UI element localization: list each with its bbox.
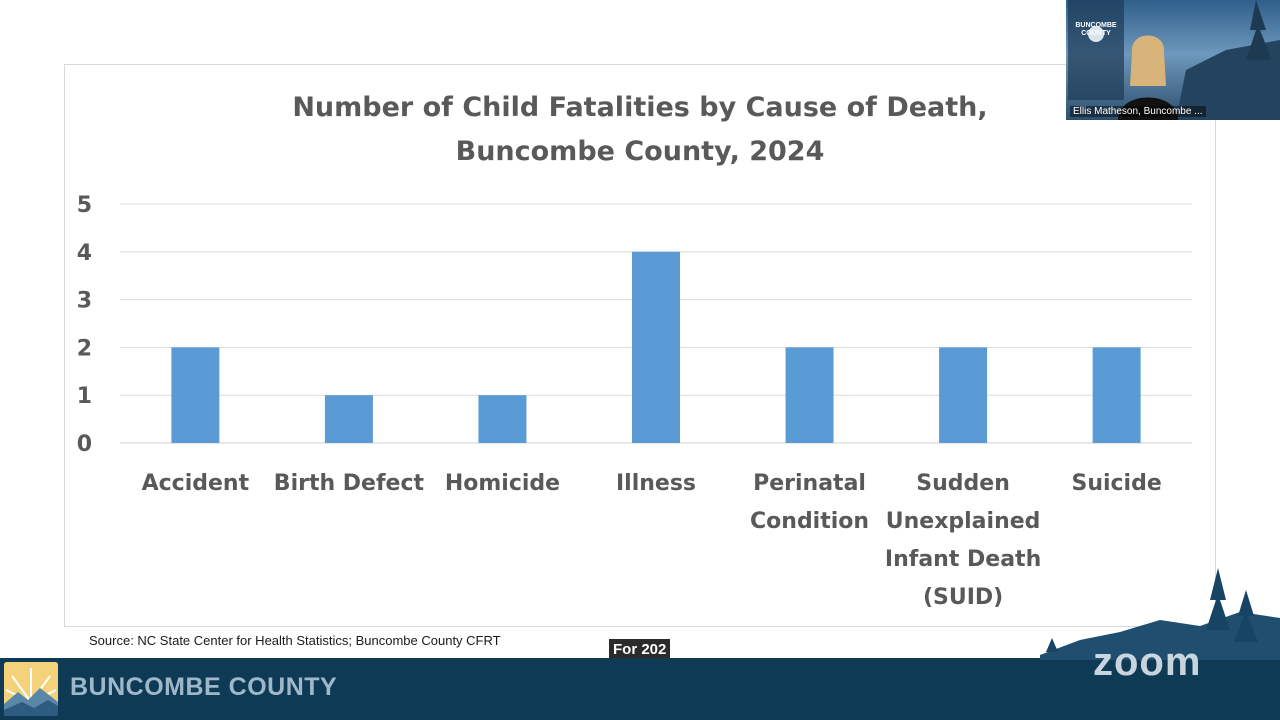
x-tick-label-line: Homicide: [445, 471, 560, 496]
x-tick-label-line: (SUID): [923, 585, 1003, 610]
bar: [939, 347, 988, 443]
participant-name: Ellis Matheson, Buncombe ...: [1070, 106, 1206, 117]
bar: [324, 395, 373, 443]
bar: [478, 395, 527, 443]
y-tick-label: 2: [77, 336, 92, 361]
x-tick-label: Sudden Unexplained Infant Death (SUID): [885, 471, 1041, 610]
x-tick-label: Accident: [142, 471, 250, 496]
x-tick-label: Homicide: [445, 471, 560, 496]
tile-logo-line-2: COUNTY: [1081, 30, 1111, 37]
x-tick-label-line: Suicide: [1071, 471, 1161, 496]
x-tick-label: Suicide: [1071, 471, 1161, 496]
y-tick-label: 1: [77, 384, 92, 409]
y-tick-label: 0: [77, 432, 92, 457]
x-tick-label-line: Unexplained: [886, 509, 1041, 534]
y-tick-label: 4: [77, 241, 92, 266]
footer-bar: [0, 658, 1280, 720]
chart-title-line-2: Buncombe County, 2024: [455, 136, 825, 167]
participant-video-tile[interactable]: BUNCOMBE COUNTY Ellis Matheson, Buncombe…: [1066, 0, 1280, 120]
bar: [785, 347, 834, 443]
zoom-logo: zoom: [1093, 640, 1202, 684]
x-tick-label-line: Birth Defect: [274, 471, 425, 496]
bar: [1092, 347, 1141, 443]
x-tick-label: Illness: [616, 471, 696, 496]
bar: [171, 347, 220, 443]
tile-logo-line-1: BUNCOMBE: [1075, 22, 1117, 29]
x-tick-label-line: Accident: [142, 471, 250, 496]
x-tick-label-line: Condition: [750, 509, 869, 534]
chart-title: Number of Child Fatalities by Cause of D…: [0, 86, 1280, 174]
x-tick-label-line: Infant Death: [885, 547, 1041, 572]
y-tick-label: 5: [77, 193, 92, 218]
bar: [632, 251, 680, 443]
x-tick-label-line: Sudden: [916, 471, 1010, 496]
source-note: Source: NC State Center for Health Stati…: [89, 633, 501, 648]
chart-title-line-1: Number of Child Fatalities by Cause of D…: [292, 92, 988, 123]
county-logo-icon: [4, 662, 58, 716]
x-tick-label-line: Illness: [616, 471, 696, 496]
mountain-trees-icon: [1040, 568, 1280, 660]
x-tick-label: Perinatal Condition: [750, 471, 869, 534]
y-tick-label: 3: [77, 289, 92, 314]
x-tick-label: Birth Defect: [274, 471, 425, 496]
county-name: BUNCOMBE COUNTY: [70, 673, 338, 701]
x-tick-label-line: Perinatal: [753, 471, 866, 496]
caption-text: For 202: [609, 639, 671, 661]
tile-org-logo: BUNCOMBE COUNTY: [1074, 22, 1118, 38]
